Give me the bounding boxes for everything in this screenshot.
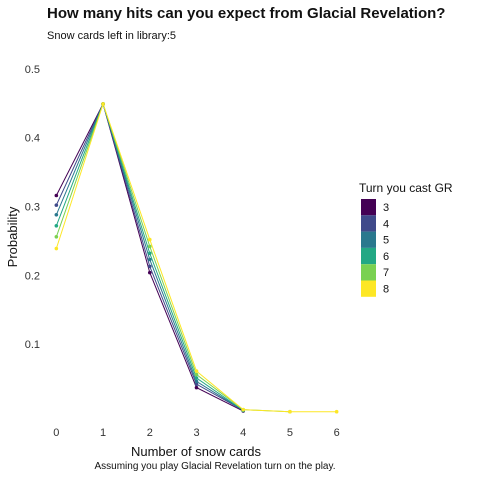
legend-swatch bbox=[361, 231, 376, 248]
data-point bbox=[147, 257, 152, 262]
x-axis-title: Number of snow cards bbox=[131, 444, 262, 459]
x-axis: 0 1 2 3 4 5 6 bbox=[53, 427, 339, 439]
data-point bbox=[147, 264, 152, 269]
legend-label: 7 bbox=[383, 267, 389, 279]
data-point bbox=[54, 203, 59, 207]
data-point bbox=[54, 235, 59, 239]
legend-label: 3 bbox=[383, 202, 389, 214]
data-point bbox=[194, 379, 199, 384]
data-point bbox=[147, 237, 152, 242]
data-point bbox=[54, 246, 59, 251]
series-line bbox=[55, 102, 244, 412]
x-tick-label: 1 bbox=[100, 427, 106, 439]
y-tick-label: 0.3 bbox=[25, 202, 40, 214]
series-line bbox=[55, 102, 290, 413]
legend-title: Turn you cast GR bbox=[359, 181, 453, 195]
data-point bbox=[54, 193, 59, 198]
data-point bbox=[147, 251, 152, 256]
series-line bbox=[55, 102, 244, 411]
x-tick-label: 3 bbox=[193, 427, 199, 439]
series-4 bbox=[54, 102, 246, 413]
data-point bbox=[288, 409, 292, 414]
series-line bbox=[55, 102, 244, 411]
data-point bbox=[194, 369, 199, 373]
data-point bbox=[194, 376, 199, 380]
x-tick-label: 2 bbox=[147, 427, 153, 439]
data-point bbox=[147, 270, 152, 275]
x-tick-label: 6 bbox=[334, 427, 340, 439]
legend-label: 8 bbox=[383, 284, 389, 296]
series-5 bbox=[54, 102, 246, 413]
data-point bbox=[241, 407, 246, 412]
series-line bbox=[55, 102, 337, 413]
series-7 bbox=[54, 102, 292, 414]
data-point bbox=[147, 244, 152, 249]
series-layer bbox=[54, 102, 339, 414]
chart-title: How many hits can you expect from Glacia… bbox=[47, 5, 446, 22]
legend-swatch bbox=[361, 264, 376, 281]
series-8 bbox=[54, 102, 339, 414]
legend-swatch bbox=[361, 247, 376, 265]
series-line bbox=[55, 102, 244, 411]
legend-swatch bbox=[361, 199, 376, 216]
y-tick-label: 0.2 bbox=[25, 270, 40, 282]
legend-label: 6 bbox=[383, 251, 389, 263]
y-axis: 0.1 0.2 0.3 0.4 0.5 bbox=[25, 64, 40, 351]
series-3 bbox=[54, 102, 246, 413]
data-point bbox=[54, 223, 59, 228]
legend-label: 5 bbox=[383, 235, 389, 247]
series-6 bbox=[54, 102, 246, 413]
legend-swatch bbox=[361, 215, 376, 232]
data-point bbox=[194, 385, 199, 390]
y-tick-label: 0.5 bbox=[25, 64, 40, 76]
chart-caption: Assuming you play Glacial Revelation tur… bbox=[94, 461, 336, 472]
x-tick-label: 0 bbox=[53, 427, 59, 439]
y-tick-label: 0.4 bbox=[25, 133, 40, 145]
legend-swatch bbox=[361, 280, 376, 297]
x-tick-label: 4 bbox=[240, 427, 246, 439]
data-point bbox=[194, 372, 199, 377]
y-tick-label: 0.1 bbox=[25, 339, 40, 351]
legend: Turn you cast GR 3 4 5 6 7 8 bbox=[359, 181, 453, 297]
x-tick-label: 5 bbox=[287, 427, 293, 439]
data-point bbox=[194, 382, 199, 386]
legend-label: 4 bbox=[383, 218, 389, 230]
legend-items: 3 4 5 6 7 8 bbox=[361, 199, 389, 297]
data-point bbox=[54, 212, 59, 217]
data-point bbox=[334, 409, 339, 414]
chart-subtitle: Snow cards left in library:5 bbox=[47, 30, 176, 42]
y-axis-title: Probability bbox=[5, 206, 20, 267]
data-point bbox=[101, 102, 105, 106]
